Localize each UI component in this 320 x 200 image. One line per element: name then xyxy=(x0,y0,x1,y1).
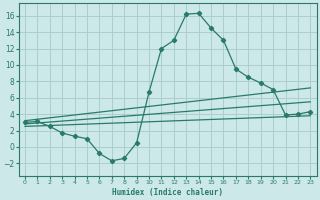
X-axis label: Humidex (Indice chaleur): Humidex (Indice chaleur) xyxy=(112,188,223,197)
